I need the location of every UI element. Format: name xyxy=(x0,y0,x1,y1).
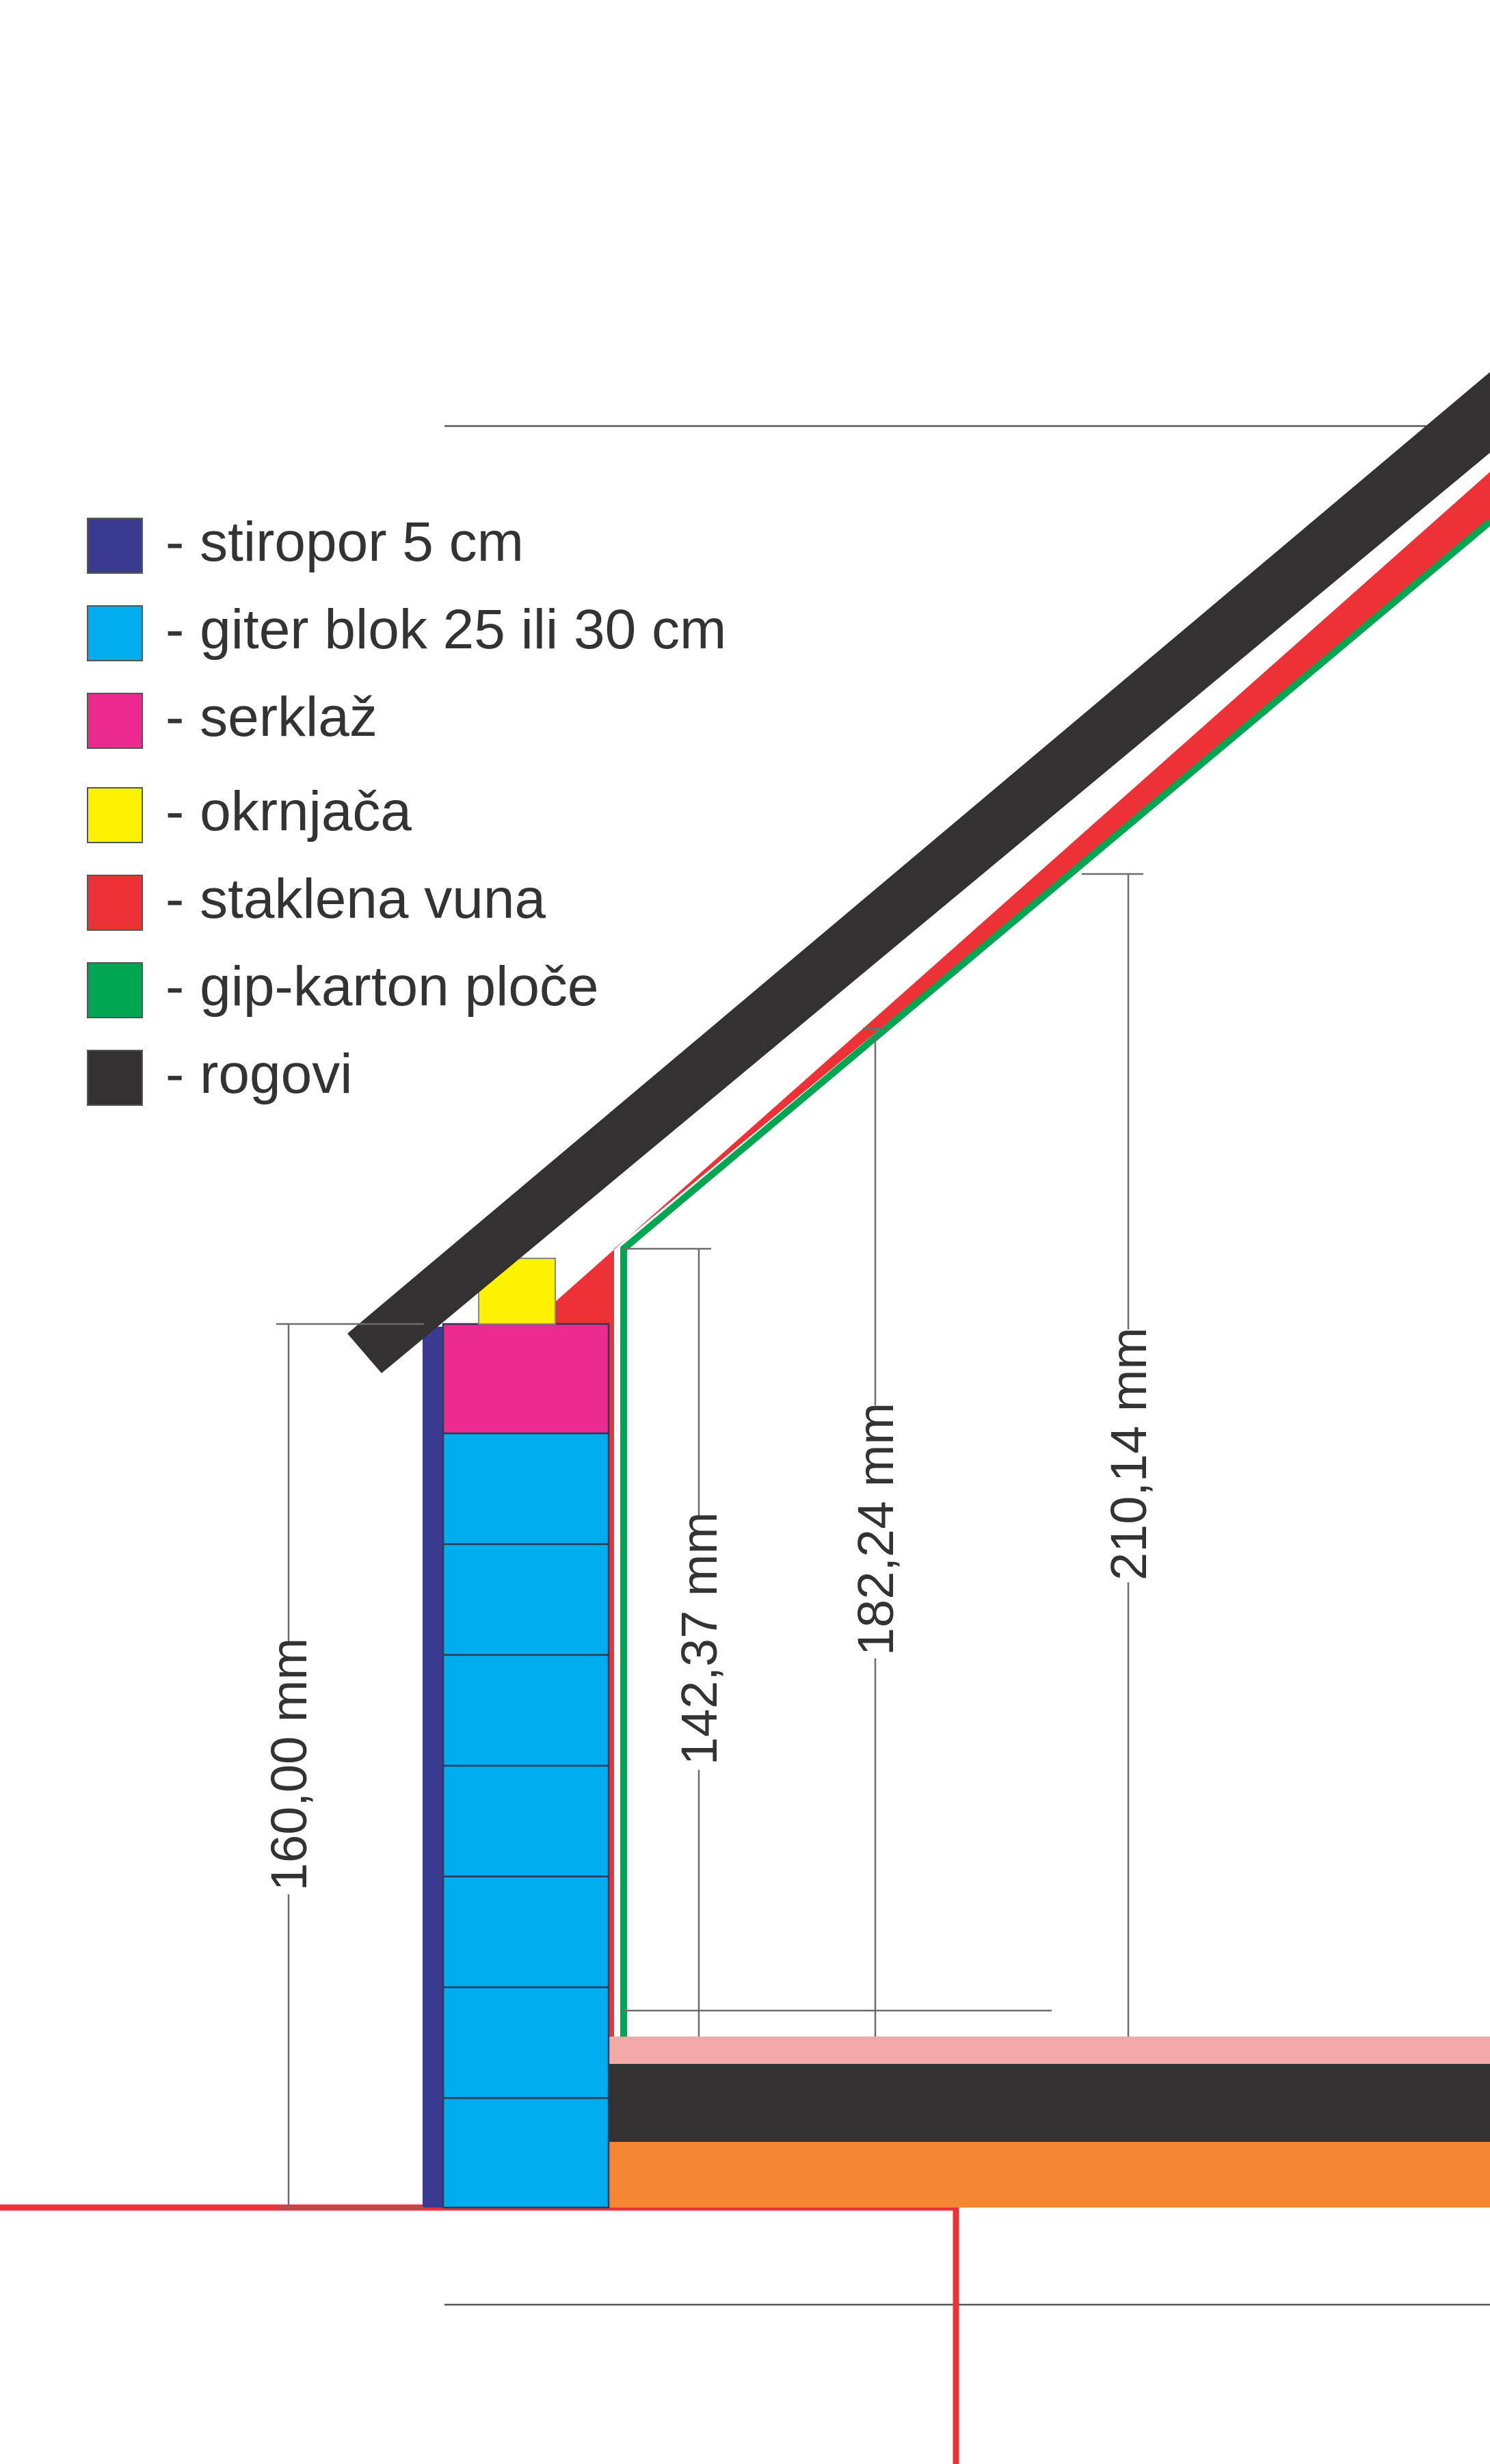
legend-label: - serklaž xyxy=(165,686,377,748)
block-row xyxy=(442,2097,610,2209)
dim-1-label: 142,37 mm xyxy=(671,1512,728,1765)
styrofoam-layer xyxy=(423,1327,443,2208)
floor-slab-layer xyxy=(609,2064,1490,2142)
legend-label: - stiropor 5 cm xyxy=(165,511,524,573)
dim-label-bg xyxy=(1112,1329,1145,1582)
dim-2-label: 182,24 mm xyxy=(847,1403,904,1656)
legend-swatch xyxy=(87,875,143,931)
block-row xyxy=(442,1986,610,2099)
legend-item-ring-beam: - serklaž xyxy=(87,686,377,749)
block-wall xyxy=(442,1432,610,2209)
dim-label-bg xyxy=(272,1641,305,1894)
block-row xyxy=(442,1654,610,1767)
legend-item-block: - giter blok 25 ili 30 cm xyxy=(87,598,726,661)
dim-3-label: 210,14 mm xyxy=(1100,1327,1157,1580)
legend-swatch xyxy=(87,518,143,574)
ring-beam xyxy=(442,1323,610,1435)
legend-label: - giter blok 25 ili 30 cm xyxy=(165,598,726,661)
floor-finish-layer xyxy=(609,2037,1490,2064)
rafter xyxy=(347,372,1490,1373)
dim-label-bg xyxy=(859,1405,892,1658)
block-row xyxy=(442,1432,610,1546)
wall-height-label: 160,00 mm xyxy=(261,1638,317,1891)
legend-item-glass-wool: - staklena vuna xyxy=(87,868,546,931)
block-row xyxy=(442,1764,610,1878)
legend-item-gypsum: - gip-karton ploče xyxy=(87,955,599,1018)
legend-swatch xyxy=(87,605,143,661)
legend-label: - rogovi xyxy=(165,1043,352,1105)
legend-swatch xyxy=(87,787,143,843)
legend-item-wall-plate: - okrnjača xyxy=(87,780,412,843)
legend-swatch xyxy=(87,962,143,1018)
floor-base-layer xyxy=(609,2142,1490,2208)
dim-label-bg xyxy=(682,1517,715,1770)
legend-swatch xyxy=(87,693,143,749)
legend-label: - staklena vuna xyxy=(165,868,546,930)
legend-label: - okrnjača xyxy=(165,780,412,843)
legend-item-styrofoam: - stiropor 5 cm xyxy=(87,511,524,574)
block-row xyxy=(442,1875,610,1989)
block-row xyxy=(442,1543,610,1656)
legend-label: - gip-karton ploče xyxy=(165,955,599,1018)
foundation-outline xyxy=(0,2204,959,2464)
legend: - stiropor 5 cm - giter blok 25 ili 30 c… xyxy=(87,511,726,1106)
legend-swatch xyxy=(87,1050,143,1106)
legend-item-rafters: - rogovi xyxy=(87,1043,352,1106)
roof-insulation-layer xyxy=(533,472,1490,2037)
